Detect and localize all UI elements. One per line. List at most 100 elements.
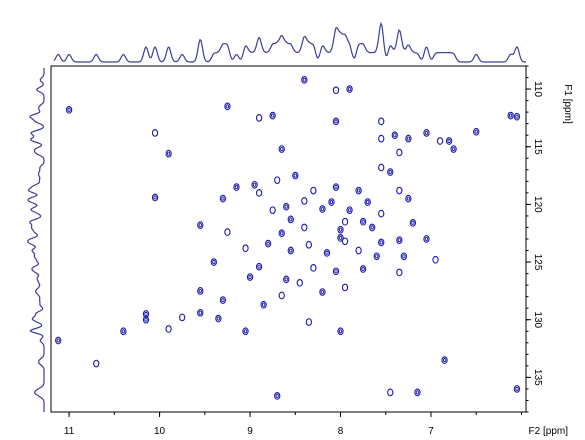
plot-frame [50,65,527,413]
contour-peak [224,228,231,236]
contour-peak [283,202,290,211]
contour-peak [337,327,344,336]
contour-peak [332,183,340,191]
contour-peak [432,255,439,264]
contour-peak [373,252,380,261]
contour-peak [278,291,285,300]
contour-peak [378,209,385,218]
x-tick-label: 10 [154,426,166,437]
contour-peak [387,388,394,397]
contour-peak [396,186,403,195]
contour-peak [319,288,326,296]
contour-peak [264,239,272,248]
contour-peak [473,127,480,136]
contour-peak [120,327,127,336]
x-tick-label: 7 [428,426,434,437]
contour-peak [142,315,150,324]
contour-peak [332,86,340,95]
contour-peak [513,385,521,393]
contour-peak [197,287,204,295]
contour-peak [396,236,403,245]
contour-peak [310,186,317,195]
contour-peak [310,263,317,272]
contour-peak [233,183,240,191]
contour-peak [219,296,227,304]
contour-peak [260,300,267,309]
contour-peak [65,105,73,114]
contour-peak [274,176,281,185]
contour-peak [319,205,326,213]
contour-peak [255,262,263,271]
contour-peak [423,129,430,137]
contour-peak [378,238,385,247]
contour-peak [301,197,308,205]
contour-peak [341,283,349,292]
contour-peak [142,310,150,318]
contour-peak [274,392,281,400]
contour-peak [341,237,349,246]
contour-peak [328,198,335,206]
contour-peak [305,318,313,326]
contour-peak [337,225,344,234]
x-tick-label: 11 [64,426,75,437]
contour-peak [278,145,285,153]
contour-peak [409,219,417,227]
y-tick-label: 110 [532,81,543,97]
contour-peak [305,240,313,249]
contour-peak [396,148,403,157]
x-tick-label: 9 [247,426,253,437]
x-axis-label: F2 [ppm] [529,426,569,437]
contour-peak [323,248,331,257]
contour-peak [151,129,159,137]
contour-peak [441,356,448,364]
x-axis-ticks: 11 10 9 8 7 [64,412,522,437]
contour-peak [251,180,258,189]
contour-peak [93,359,100,368]
contour-peak [246,273,254,281]
contour-peak [197,308,204,317]
y-tick-label: 115 [532,139,543,155]
contour-peak [346,206,353,215]
contour-peak [423,235,430,243]
contour-peak [507,111,514,120]
y-axis-ticks: 110 115 120 125 130 135 [526,65,543,413]
contour-peak [301,75,308,84]
contour-peak [378,117,385,126]
f2-projection-trace [53,21,526,63]
contour-peak [364,198,371,206]
contour-peak [400,252,408,261]
contour-peak [405,194,412,203]
contour-peak [341,217,349,226]
contour-peak [151,193,159,202]
contour-peak [414,388,421,397]
contour-peak [301,223,308,232]
y-axis-label: F1 [ppm] [562,84,573,124]
y-tick-label: 135 [532,369,543,386]
contour-peaks [55,75,521,400]
contour-peak [179,313,186,322]
contour-peak [242,327,249,336]
contour-peak [255,189,263,197]
contour-peak [197,221,204,230]
contour-peak [287,215,294,224]
contour-peak [359,265,367,273]
contour-peak [332,267,340,276]
contour-peak [337,233,344,242]
contour-peak [215,314,222,323]
contour-peak [396,268,403,277]
contour-peak [436,137,444,145]
contour-peak [165,149,172,158]
contour-peak [391,131,398,140]
contour-peak [255,114,263,122]
f1-projection-trace [27,68,45,412]
contour-peak [387,168,394,176]
contour-peak [378,163,385,172]
contour-peak [355,186,362,195]
contour-peak [287,246,294,255]
contour-peak [296,278,303,287]
contour-peak [405,134,412,143]
contour-peak [346,85,353,93]
contour-peak [165,325,172,333]
contour-peak [292,171,299,180]
